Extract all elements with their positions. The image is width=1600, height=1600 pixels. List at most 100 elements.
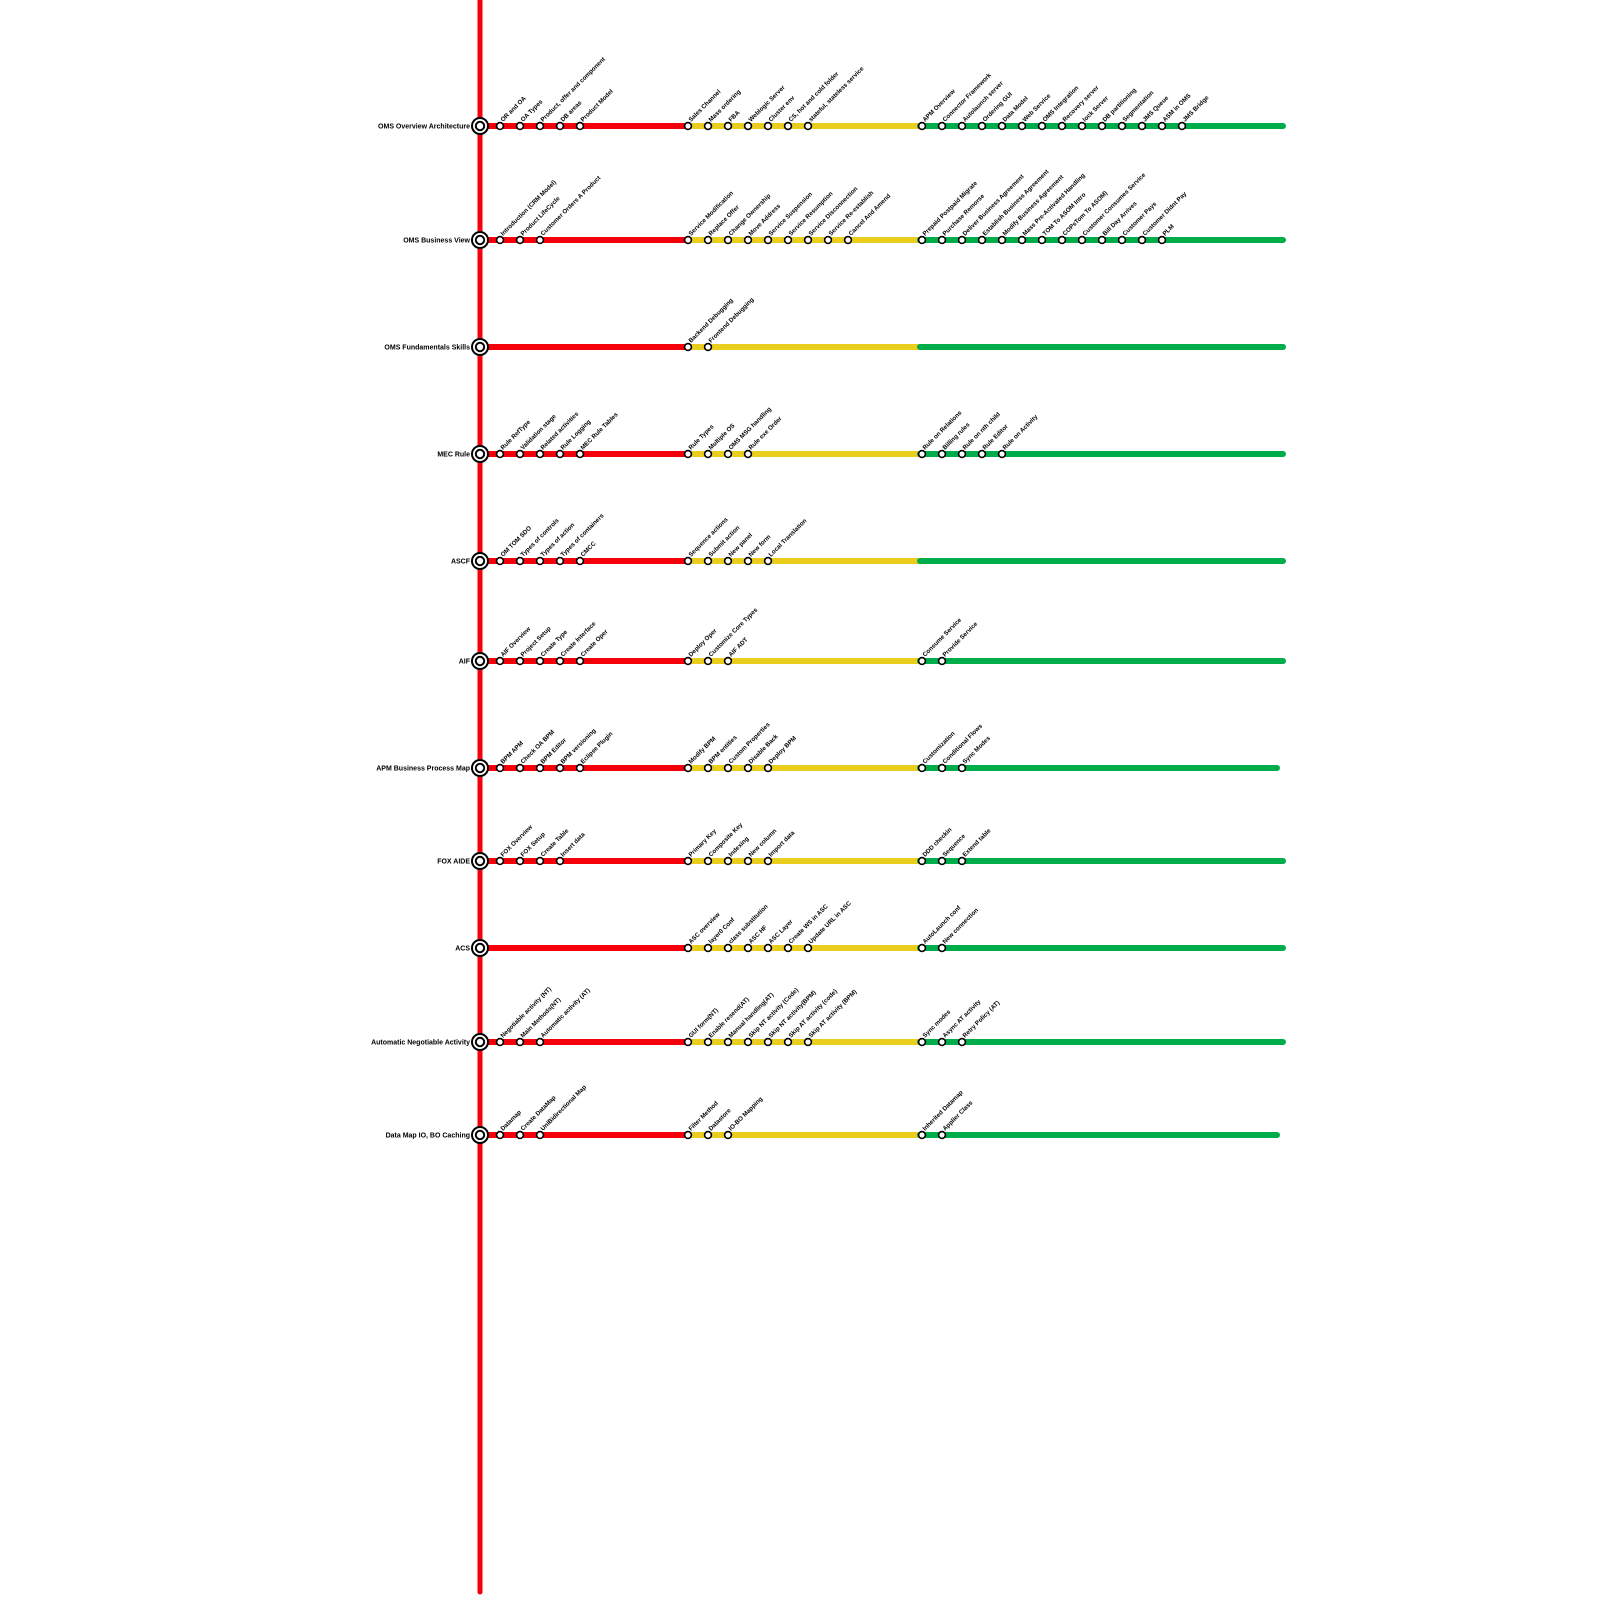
station-stop[interactable] bbox=[723, 121, 733, 131]
station-stop[interactable] bbox=[937, 235, 947, 245]
station-stop[interactable] bbox=[977, 235, 987, 245]
interchange-station[interactable] bbox=[471, 231, 489, 249]
interchange-station[interactable] bbox=[471, 1126, 489, 1144]
station-stop[interactable] bbox=[535, 556, 545, 566]
station-stop[interactable] bbox=[937, 1130, 947, 1140]
station-stop[interactable] bbox=[683, 763, 693, 773]
station-stop[interactable] bbox=[683, 342, 693, 352]
interchange-station[interactable] bbox=[471, 652, 489, 670]
station-stop[interactable] bbox=[515, 1037, 525, 1047]
station-stop[interactable] bbox=[683, 1037, 693, 1047]
station-stop[interactable] bbox=[495, 449, 505, 459]
station-stop[interactable] bbox=[723, 449, 733, 459]
interchange-station[interactable] bbox=[471, 117, 489, 135]
station-stop[interactable] bbox=[535, 1037, 545, 1047]
station-stop[interactable] bbox=[957, 449, 967, 459]
station-stop[interactable] bbox=[763, 121, 773, 131]
station-stop[interactable] bbox=[703, 943, 713, 953]
station-stop[interactable] bbox=[743, 556, 753, 566]
station-stop[interactable] bbox=[957, 763, 967, 773]
station-stop[interactable] bbox=[937, 1037, 947, 1047]
interchange-station[interactable] bbox=[471, 939, 489, 957]
station-stop[interactable] bbox=[683, 556, 693, 566]
station-stop[interactable] bbox=[917, 1037, 927, 1047]
station-stop[interactable] bbox=[917, 449, 927, 459]
station-stop[interactable] bbox=[535, 656, 545, 666]
station-stop[interactable] bbox=[515, 763, 525, 773]
station-stop[interactable] bbox=[937, 449, 947, 459]
station-stop[interactable] bbox=[555, 121, 565, 131]
station-stop[interactable] bbox=[783, 235, 793, 245]
station-stop[interactable] bbox=[1157, 235, 1167, 245]
station-stop[interactable] bbox=[957, 121, 967, 131]
station-stop[interactable] bbox=[957, 1037, 967, 1047]
station-stop[interactable] bbox=[723, 1037, 733, 1047]
station-stop[interactable] bbox=[763, 943, 773, 953]
station-stop[interactable] bbox=[937, 943, 947, 953]
station-stop[interactable] bbox=[743, 763, 753, 773]
station-stop[interactable] bbox=[495, 556, 505, 566]
station-stop[interactable] bbox=[783, 121, 793, 131]
station-stop[interactable] bbox=[535, 449, 545, 459]
station-stop[interactable] bbox=[555, 856, 565, 866]
station-stop[interactable] bbox=[1137, 121, 1147, 131]
station-stop[interactable] bbox=[917, 121, 927, 131]
station-stop[interactable] bbox=[743, 449, 753, 459]
station-stop[interactable] bbox=[1037, 121, 1047, 131]
station-stop[interactable] bbox=[495, 235, 505, 245]
station-stop[interactable] bbox=[803, 121, 813, 131]
station-stop[interactable] bbox=[683, 656, 693, 666]
station-stop[interactable] bbox=[743, 1037, 753, 1047]
station-stop[interactable] bbox=[515, 656, 525, 666]
station-stop[interactable] bbox=[937, 763, 947, 773]
station-stop[interactable] bbox=[703, 1130, 713, 1140]
station-stop[interactable] bbox=[555, 656, 565, 666]
station-stop[interactable] bbox=[683, 943, 693, 953]
station-stop[interactable] bbox=[515, 449, 525, 459]
station-stop[interactable] bbox=[823, 235, 833, 245]
station-stop[interactable] bbox=[803, 1037, 813, 1047]
station-stop[interactable] bbox=[723, 656, 733, 666]
interchange-station[interactable] bbox=[471, 445, 489, 463]
station-stop[interactable] bbox=[763, 856, 773, 866]
station-stop[interactable] bbox=[1037, 235, 1047, 245]
station-stop[interactable] bbox=[703, 449, 713, 459]
station-stop[interactable] bbox=[937, 656, 947, 666]
station-stop[interactable] bbox=[535, 763, 545, 773]
station-stop[interactable] bbox=[535, 121, 545, 131]
station-stop[interactable] bbox=[743, 235, 753, 245]
station-stop[interactable] bbox=[937, 121, 947, 131]
station-stop[interactable] bbox=[803, 943, 813, 953]
station-stop[interactable] bbox=[683, 121, 693, 131]
station-stop[interactable] bbox=[515, 556, 525, 566]
station-stop[interactable] bbox=[1057, 121, 1067, 131]
station-stop[interactable] bbox=[917, 943, 927, 953]
station-stop[interactable] bbox=[743, 121, 753, 131]
station-stop[interactable] bbox=[555, 763, 565, 773]
interchange-station[interactable] bbox=[471, 852, 489, 870]
station-stop[interactable] bbox=[723, 235, 733, 245]
station-stop[interactable] bbox=[783, 943, 793, 953]
station-stop[interactable] bbox=[843, 235, 853, 245]
station-stop[interactable] bbox=[723, 856, 733, 866]
station-stop[interactable] bbox=[703, 656, 713, 666]
station-stop[interactable] bbox=[495, 763, 505, 773]
station-stop[interactable] bbox=[703, 342, 713, 352]
station-stop[interactable] bbox=[495, 1037, 505, 1047]
station-stop[interactable] bbox=[703, 235, 713, 245]
station-stop[interactable] bbox=[1077, 121, 1087, 131]
station-stop[interactable] bbox=[495, 121, 505, 131]
station-stop[interactable] bbox=[763, 556, 773, 566]
station-stop[interactable] bbox=[723, 763, 733, 773]
station-stop[interactable] bbox=[683, 856, 693, 866]
station-stop[interactable] bbox=[575, 449, 585, 459]
station-stop[interactable] bbox=[803, 235, 813, 245]
station-stop[interactable] bbox=[917, 1130, 927, 1140]
station-stop[interactable] bbox=[957, 856, 967, 866]
station-stop[interactable] bbox=[937, 856, 947, 866]
station-stop[interactable] bbox=[763, 763, 773, 773]
station-stop[interactable] bbox=[575, 763, 585, 773]
station-stop[interactable] bbox=[977, 121, 987, 131]
station-stop[interactable] bbox=[535, 1130, 545, 1140]
station-stop[interactable] bbox=[1097, 121, 1107, 131]
